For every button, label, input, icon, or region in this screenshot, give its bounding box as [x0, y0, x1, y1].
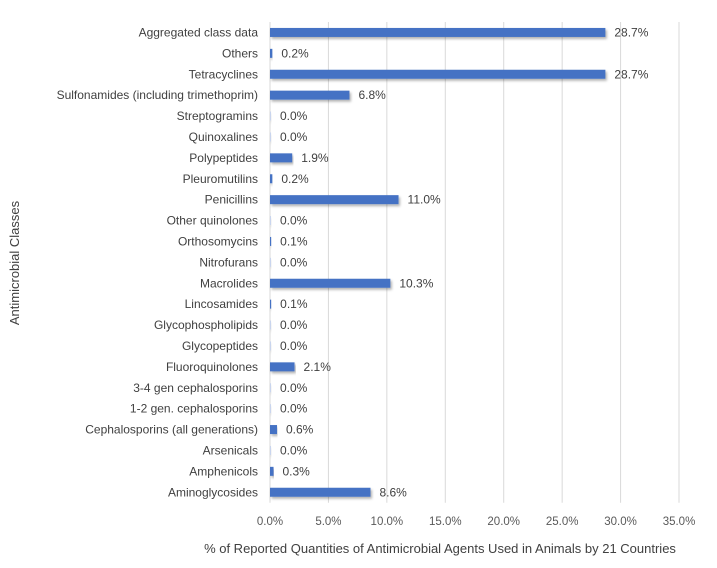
category-label: Quinoxalines	[189, 130, 258, 144]
bar	[270, 299, 272, 309]
bar	[270, 216, 271, 226]
category-label: Sulfonamides (including trimethoprim)	[57, 88, 258, 102]
bar	[270, 27, 606, 37]
x-axis-title: % of Reported Quantities of Antimicrobia…	[204, 541, 676, 556]
x-tick-label: 0.0%	[257, 516, 283, 528]
category-label: Fluoroquinolones	[166, 360, 258, 374]
category-label: Aminoglycosides	[168, 485, 258, 499]
x-tick-label: 15.0%	[429, 516, 462, 528]
category-label: Others	[222, 46, 258, 60]
data-label: 0.0%	[280, 318, 308, 332]
x-tick-label: 5.0%	[315, 516, 341, 528]
bar	[270, 278, 391, 288]
category-label: Other quinolones	[167, 214, 258, 228]
bar	[270, 425, 278, 435]
x-tick-label: 20.0%	[487, 516, 520, 528]
bar	[270, 257, 271, 267]
category-label: Aggregated class data	[139, 25, 259, 39]
category-label: Nitrofurans	[199, 255, 258, 269]
data-label: 1.9%	[301, 151, 329, 165]
x-tick-label: 25.0%	[546, 516, 579, 528]
data-label: 0.0%	[280, 402, 308, 416]
bar	[270, 90, 350, 100]
data-label: 0.0%	[280, 443, 308, 457]
data-label: 0.0%	[280, 255, 308, 269]
data-label: 11.0%	[408, 193, 441, 207]
bar	[270, 153, 293, 163]
data-label: 0.0%	[280, 214, 308, 228]
bar	[270, 445, 271, 455]
data-label: 0.1%	[280, 234, 308, 248]
category-label: Pleuromutilins	[183, 172, 258, 186]
category-label: 3-4 gen cephalosporins	[133, 381, 258, 395]
bar	[270, 48, 273, 58]
data-label: 2.1%	[304, 360, 332, 374]
category-label: Macrolides	[200, 276, 258, 290]
data-label: 0.1%	[280, 297, 308, 311]
category-label: Cephalosporins (all generations)	[85, 423, 258, 437]
bar	[270, 132, 271, 142]
x-tick-label: 10.0%	[371, 516, 404, 528]
bar	[270, 341, 271, 351]
bar	[270, 195, 399, 205]
data-label: 6.8%	[358, 88, 386, 102]
data-label: 0.0%	[280, 109, 308, 123]
x-tick-label: 30.0%	[604, 516, 637, 528]
bar	[270, 320, 271, 330]
y-axis-title: Antimicrobial Classes	[7, 200, 22, 325]
x-tick-label: 35.0%	[663, 516, 696, 528]
data-label: 10.3%	[399, 276, 433, 290]
category-label: Amphenicols	[189, 464, 258, 478]
data-label: 0.0%	[280, 130, 308, 144]
data-label: 0.6%	[286, 423, 314, 437]
bar	[270, 174, 273, 184]
category-label: Penicillins	[205, 193, 258, 207]
data-label: 0.0%	[280, 339, 308, 353]
data-label: 0.2%	[281, 46, 309, 60]
category-label: Polypeptides	[189, 151, 258, 165]
category-label: Orthosomycins	[178, 234, 258, 248]
bar	[270, 236, 272, 246]
category-label: Streptogramins	[177, 109, 258, 123]
category-label: Lincosamides	[185, 297, 258, 311]
bar	[270, 69, 606, 79]
category-label: 1-2 gen. cephalosporins	[130, 402, 258, 416]
data-label: 28.7%	[614, 67, 648, 81]
bar	[270, 362, 295, 372]
category-label: Tetracyclines	[189, 67, 258, 81]
bar	[270, 466, 274, 476]
bar	[270, 383, 271, 393]
data-label: 8.6%	[379, 485, 407, 499]
bar	[270, 487, 371, 497]
data-label: 28.7%	[614, 25, 648, 39]
bar	[270, 404, 271, 414]
bar	[270, 111, 271, 121]
data-label: 0.0%	[280, 381, 308, 395]
data-label: 0.3%	[283, 464, 311, 478]
category-label: Glycophospholipids	[154, 318, 258, 332]
category-label: Glycopeptides	[182, 339, 258, 353]
category-label: Arsenicals	[203, 443, 258, 457]
data-label: 0.2%	[281, 172, 309, 186]
